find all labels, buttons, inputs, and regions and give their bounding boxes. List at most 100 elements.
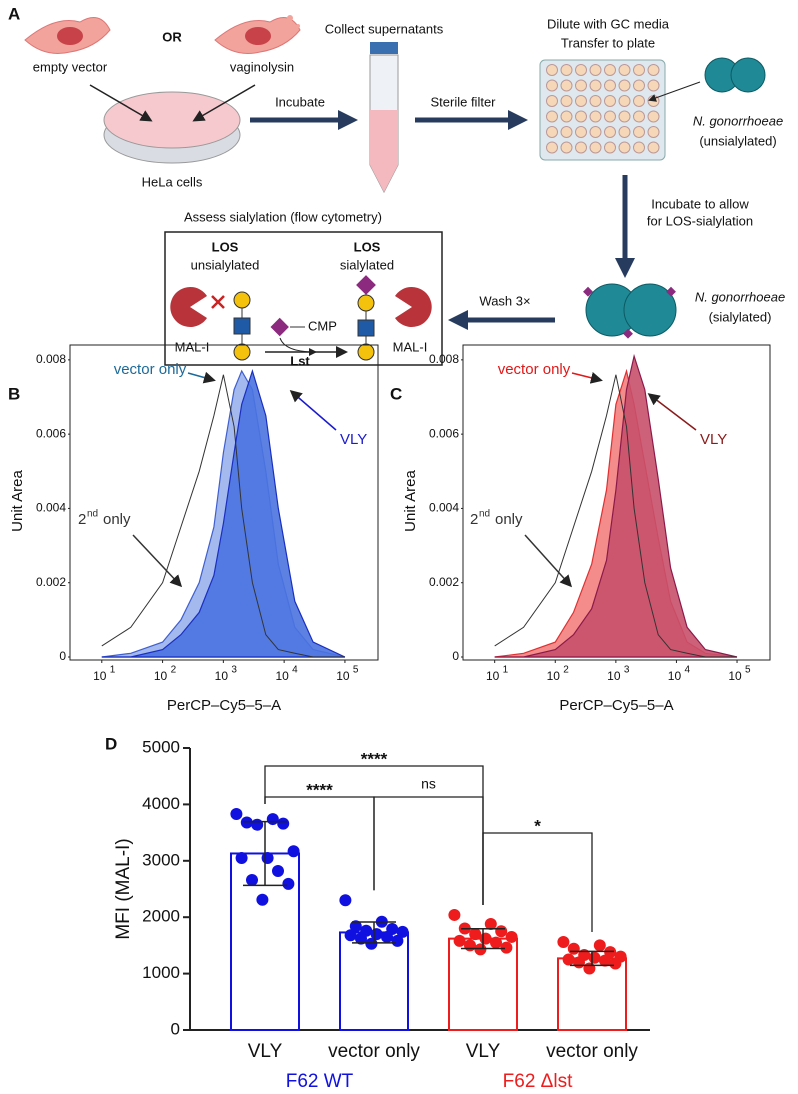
well <box>546 110 558 123</box>
well <box>546 79 558 92</box>
arrow <box>648 81 701 102</box>
y-tick-label: 4000 <box>142 794 180 813</box>
x-tick-label: 10 <box>275 669 289 683</box>
y-tick-label: 0.008 <box>36 352 66 366</box>
x-tick-sup: 2 <box>563 665 569 676</box>
data-point <box>469 928 482 941</box>
data-point <box>256 893 269 906</box>
well <box>560 110 573 123</box>
legend-label: only <box>103 511 131 528</box>
plot-frame <box>69 344 379 661</box>
significance-label: ns <box>421 776 436 792</box>
x-tick-label: 10 <box>336 669 350 683</box>
legend-arrow <box>289 390 337 431</box>
donor-label: CMP <box>308 318 337 333</box>
well <box>647 110 660 123</box>
well <box>589 79 602 92</box>
y-axis-label: Unit Area <box>402 469 419 531</box>
arrow <box>192 84 256 122</box>
histogram-line <box>494 374 737 658</box>
y-tick-label: 2000 <box>142 907 180 926</box>
data-point <box>479 932 492 945</box>
data-point <box>562 953 575 966</box>
data-point <box>344 929 357 942</box>
panel-label: B <box>8 384 20 403</box>
well <box>647 126 660 138</box>
data-point <box>277 817 290 830</box>
y-axis-label: Unit Area <box>9 469 26 531</box>
well <box>618 95 631 107</box>
well <box>633 95 645 107</box>
bacterium <box>704 57 766 93</box>
well <box>575 79 587 92</box>
step-label: Incubate <box>275 94 325 109</box>
plate-label: Transfer to plate <box>561 35 655 50</box>
step-label: Wash 3× <box>479 293 530 308</box>
legend-arrow <box>647 393 697 431</box>
well <box>604 141 616 154</box>
histogram-line <box>101 374 345 658</box>
legend-label: VLY <box>700 431 727 448</box>
well <box>560 95 573 107</box>
x-tick-sup: 1 <box>110 665 116 676</box>
well <box>575 126 587 138</box>
x-tick-label: vector only <box>546 1041 638 1062</box>
well <box>546 64 558 76</box>
well <box>633 64 645 76</box>
panel-label: C <box>390 384 402 403</box>
data-point <box>349 920 362 933</box>
well <box>575 110 587 123</box>
y-tick-label: 5000 <box>142 737 180 756</box>
y-tick-label: 0.006 <box>429 426 459 440</box>
plate-label: Dilute with GC media <box>547 16 670 31</box>
well <box>589 126 602 138</box>
well <box>604 64 616 76</box>
lectin-icon <box>395 287 432 327</box>
x-tick-sup: 3 <box>624 665 630 676</box>
x-tick-label: 10 <box>607 669 621 683</box>
data-point <box>567 942 580 955</box>
cross <box>211 295 225 309</box>
glycan <box>356 275 376 361</box>
well <box>546 141 558 154</box>
x-axis-label: PerCP–Cy5–5–A <box>559 697 673 714</box>
y-tick-label: 0.004 <box>429 501 459 515</box>
histogram-area <box>494 353 738 658</box>
y-tick-label: 0.004 <box>36 501 66 515</box>
x-tick-sup: 4 <box>292 665 298 676</box>
well <box>604 126 616 138</box>
step-label: Sterile filter <box>430 94 496 109</box>
data-point <box>355 932 367 945</box>
well <box>575 95 587 107</box>
legend-label: 2 <box>470 511 478 528</box>
assay-title: Assess sialylation (flow cytometry) <box>184 209 382 224</box>
well <box>604 95 616 107</box>
x-tick-sup: 5 <box>745 665 751 676</box>
data-point <box>464 939 476 952</box>
step-label: for LOS-sialylation <box>647 213 753 228</box>
data-point <box>246 873 258 886</box>
well <box>560 64 573 76</box>
data-point <box>240 816 253 829</box>
data-point <box>282 877 295 890</box>
data-point <box>453 934 466 947</box>
x-tick-sup: 3 <box>231 665 237 676</box>
los-label: LOS <box>212 239 239 254</box>
data-point <box>599 954 611 967</box>
well <box>618 64 631 76</box>
histogram-area <box>101 368 346 658</box>
legend-label-sup: nd <box>479 509 490 520</box>
tube-label: Collect supernatants <box>325 21 444 36</box>
data-point <box>391 934 404 947</box>
state-label: (unsialylated) <box>699 133 776 148</box>
panel-label: D <box>105 734 117 753</box>
x-tick-label: 10 <box>728 669 742 683</box>
error-bar <box>352 921 396 944</box>
y-tick-label: 0.006 <box>36 426 66 440</box>
los-label: LOS <box>354 239 381 254</box>
bacterium <box>583 283 677 339</box>
data-point <box>484 917 497 930</box>
data-point <box>609 957 622 970</box>
plate <box>539 59 666 161</box>
data-point <box>588 951 601 964</box>
